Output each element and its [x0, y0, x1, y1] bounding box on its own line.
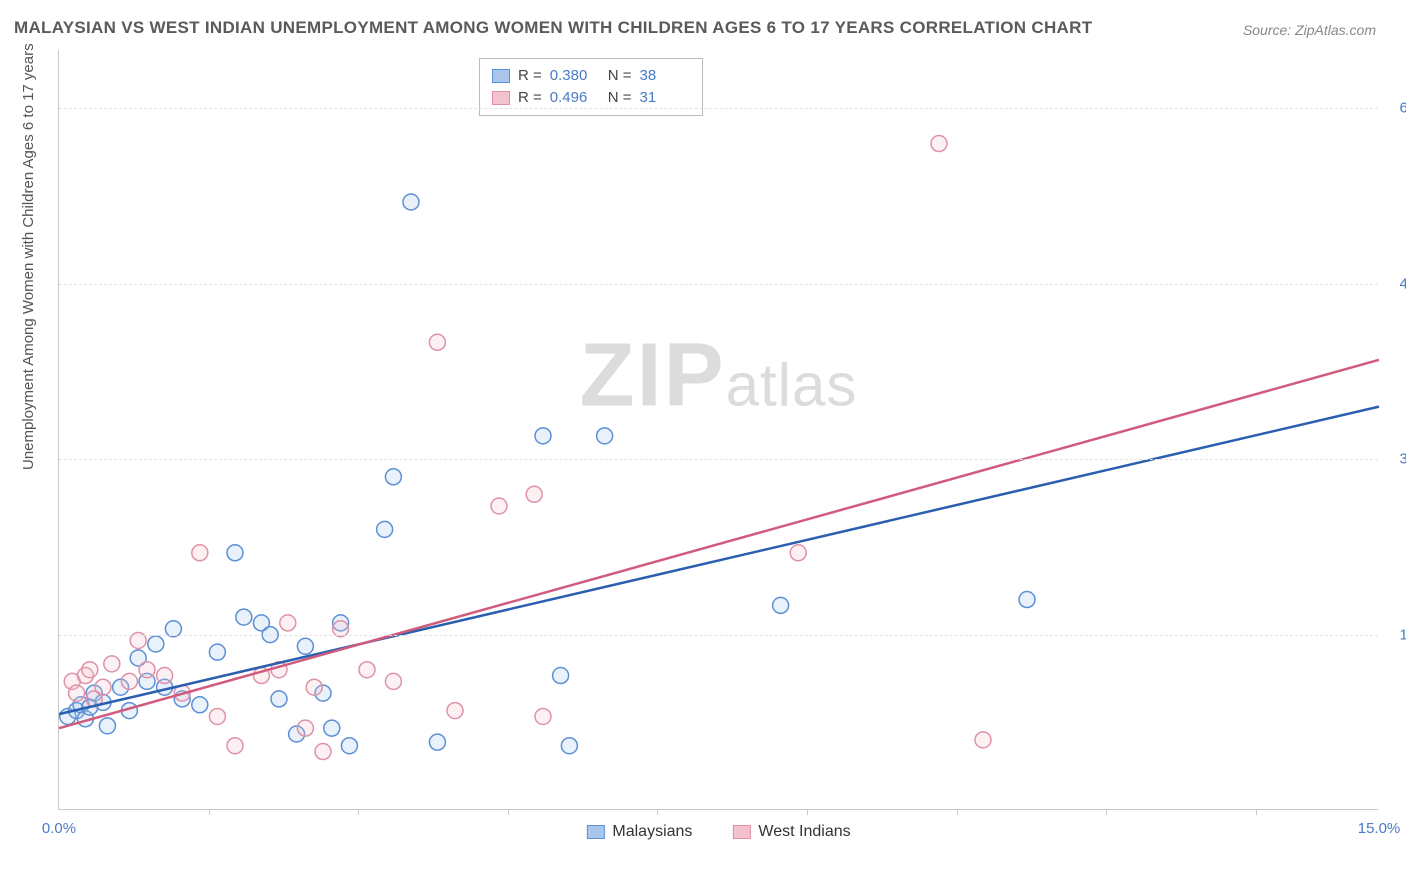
data-point: [297, 638, 313, 654]
xtick-label: 0.0%: [42, 820, 76, 837]
ytick-label: 60.0%: [1399, 100, 1406, 117]
data-point: [526, 486, 542, 502]
data-point: [931, 136, 947, 152]
data-point: [139, 662, 155, 678]
legend-series: Malaysians West Indians: [586, 823, 850, 841]
data-point: [491, 498, 507, 514]
data-point: [227, 738, 243, 754]
data-point: [271, 691, 287, 707]
legend-item-westindians: West Indians: [732, 823, 850, 841]
data-point: [359, 662, 375, 678]
data-point: [192, 697, 208, 713]
chart-svg: [59, 50, 1378, 809]
ytick-label: 30.0%: [1399, 451, 1406, 468]
data-point: [236, 609, 252, 625]
data-point: [341, 738, 357, 754]
data-point: [553, 668, 569, 684]
data-point: [1019, 592, 1035, 608]
y-axis-label: Unemployment Among Women with Children A…: [20, 43, 37, 470]
data-point: [157, 668, 173, 684]
data-point: [104, 656, 120, 672]
data-point: [209, 708, 225, 724]
legend-item-malaysians: Malaysians: [586, 823, 692, 841]
data-point: [192, 545, 208, 561]
data-point: [148, 636, 164, 652]
data-point: [324, 720, 340, 736]
plot-area: ZIPatlas R = 0.380 N = 38 R = 0.496 N = …: [58, 50, 1378, 810]
data-point: [95, 679, 111, 695]
data-point: [69, 685, 85, 701]
data-point: [315, 744, 331, 760]
data-point: [561, 738, 577, 754]
data-point: [385, 673, 401, 689]
legend-swatch-malaysians-icon: [586, 825, 604, 839]
data-point: [209, 644, 225, 660]
data-point: [429, 734, 445, 750]
data-point: [535, 708, 551, 724]
data-point: [429, 334, 445, 350]
chart-title: MALAYSIAN VS WEST INDIAN UNEMPLOYMENT AM…: [14, 18, 1092, 38]
trend-line: [59, 360, 1379, 728]
source-label: Source: ZipAtlas.com: [1243, 22, 1376, 38]
data-point: [385, 469, 401, 485]
data-point: [597, 428, 613, 444]
data-point: [306, 679, 322, 695]
legend-label-malaysians: Malaysians: [612, 823, 692, 841]
data-point: [227, 545, 243, 561]
trend-line: [59, 407, 1379, 715]
data-point: [82, 662, 98, 678]
data-point: [297, 720, 313, 736]
data-point: [280, 615, 296, 631]
ytick-label: 15.0%: [1399, 626, 1406, 643]
data-point: [377, 521, 393, 537]
data-point: [99, 718, 115, 734]
data-point: [790, 545, 806, 561]
xtick-label: 15.0%: [1358, 820, 1401, 837]
data-point: [535, 428, 551, 444]
data-point: [447, 703, 463, 719]
data-point: [403, 194, 419, 210]
legend-swatch-westindians-icon: [732, 825, 750, 839]
data-point: [121, 673, 137, 689]
legend-label-westindians: West Indians: [758, 823, 850, 841]
data-point: [773, 597, 789, 613]
data-point: [975, 732, 991, 748]
ytick-label: 45.0%: [1399, 275, 1406, 292]
